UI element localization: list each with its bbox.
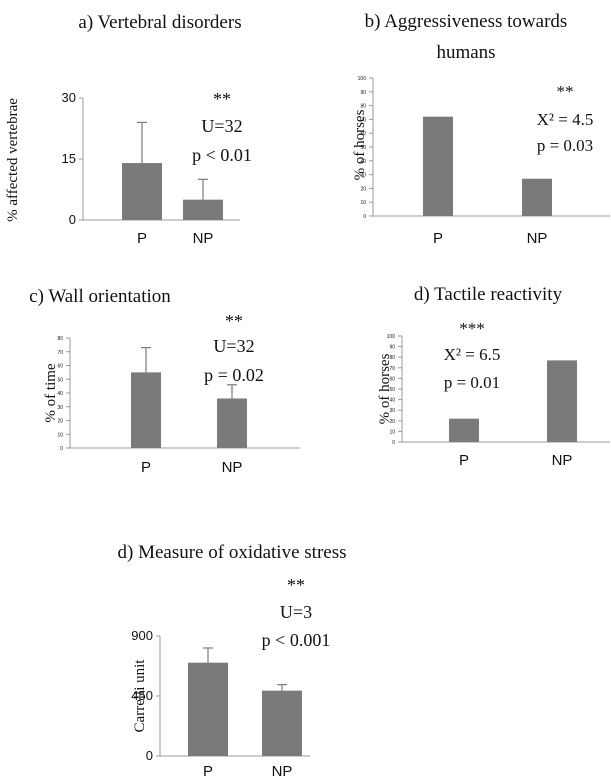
chart-title: d) Measure of oxidative stress: [118, 542, 347, 563]
y-axis-label: % of time: [43, 363, 59, 422]
y-tick-label: 40: [57, 391, 63, 397]
stat-annotation: p < 0.01: [192, 145, 252, 165]
stat-annotation: X² = 4.5: [537, 110, 594, 129]
y-tick-label: 10: [389, 429, 395, 435]
y-tick-label: 0: [60, 446, 63, 452]
chart-title: d) Tactile reactivity: [414, 284, 563, 305]
y-tick-label: 20: [57, 419, 63, 425]
stat-annotation: **: [225, 311, 243, 331]
category-label: NP: [272, 763, 293, 778]
y-tick-label: 10: [360, 200, 366, 206]
bar-np: [522, 178, 552, 216]
chart-title: b) Aggressiveness towards: [365, 11, 568, 32]
y-tick-label: 20: [360, 186, 366, 192]
category-label: NP: [222, 459, 243, 476]
y-tick-label: 80: [389, 355, 395, 361]
bar-p: [449, 418, 479, 442]
y-tick-label: 30: [389, 408, 395, 414]
chart-title-line2: humans: [436, 42, 495, 63]
category-label: P: [433, 230, 443, 247]
y-tick-label: 900: [131, 628, 153, 643]
category-label: NP: [193, 230, 214, 247]
y-tick-label: 70: [57, 350, 63, 356]
bar-p: [122, 163, 162, 220]
stat-annotation: **: [557, 82, 574, 101]
y-tick-label: 60: [57, 364, 63, 370]
y-tick-label: 40: [360, 159, 366, 165]
y-tick-label: 30: [360, 173, 366, 179]
y-tick-label: 50: [360, 145, 366, 151]
y-tick-label: 0: [363, 214, 366, 220]
bar-p: [188, 662, 228, 756]
bar-p: [131, 372, 161, 448]
y-axis-label: % of horses: [352, 109, 368, 180]
stat-annotation: p = 0.03: [537, 136, 593, 155]
y-axis-label: % affected vertebrae: [5, 98, 21, 222]
bar-np: [547, 360, 577, 442]
chart-d: d) Tactile reactivity % of horses 0 10 20 30 4…: [377, 284, 610, 469]
chart-title: c) Wall orientation: [29, 286, 171, 307]
chart-title: a) Vertebral disorders: [78, 12, 241, 33]
y-tick-label: 70: [389, 366, 395, 372]
y-tick-label: 30: [62, 90, 76, 105]
y-tick-label: 10: [57, 432, 63, 438]
stat-annotation: p < 0.001: [262, 630, 331, 650]
stat-annotation: **: [213, 89, 231, 109]
y-tick-label: 90: [360, 90, 366, 96]
stat-annotation: ***: [459, 319, 485, 338]
y-axis-label: Carrelli unit: [132, 659, 148, 733]
bar-np: [262, 690, 302, 756]
y-tick-label: 20: [389, 419, 395, 425]
bar-np: [183, 199, 223, 220]
y-tick-label: 80: [360, 104, 366, 110]
y-tick-label: 50: [389, 387, 395, 393]
stat-annotation: X² = 6.5: [444, 345, 501, 364]
y-tick-label: 100: [358, 76, 367, 82]
category-label: P: [203, 763, 213, 778]
stat-annotation: **: [287, 575, 305, 595]
stat-annotation: p = 0.02: [204, 365, 264, 385]
bar-np: [217, 398, 247, 448]
y-tick-label: 60: [360, 131, 366, 137]
y-tick-label: 30: [57, 405, 63, 411]
category-label: P: [141, 459, 151, 476]
category-label: NP: [527, 230, 548, 247]
chart-b: b) Aggressiveness towards humans % of hors…: [352, 11, 610, 247]
y-tick-label: 0: [69, 212, 76, 227]
category-label: P: [459, 452, 469, 469]
y-tick-label: 60: [389, 376, 395, 382]
y-tick-label: 80: [57, 336, 63, 342]
y-tick-label: 450: [131, 688, 153, 703]
y-axis-label: % of horses: [377, 353, 393, 424]
category-label: P: [137, 230, 147, 247]
chart-c: c) Wall orientation % of time 0 10 20 30 40 50 6…: [29, 286, 300, 476]
y-tick-label: 15: [62, 151, 76, 166]
y-tick-label: 100: [387, 334, 396, 340]
stat-annotation: U=3: [280, 602, 312, 622]
y-tick-label: 40: [389, 398, 395, 404]
y-tick-label: 0: [146, 748, 153, 763]
chart-e: d) Measure of oxidative stress Carrelli u…: [118, 542, 347, 778]
bar-p: [423, 116, 453, 216]
stat-annotation: p = 0.01: [444, 373, 500, 392]
y-tick-label: 0: [392, 440, 395, 446]
y-tick-label: 90: [389, 345, 395, 351]
y-tick-label: 70: [360, 117, 366, 123]
chart-a: a) Vertebral disorders % affected vertebr…: [5, 12, 252, 247]
stat-annotation: U=32: [213, 336, 254, 356]
category-label: NP: [552, 452, 573, 469]
stat-annotation: U=32: [201, 116, 242, 136]
y-tick-label: 50: [57, 377, 63, 383]
